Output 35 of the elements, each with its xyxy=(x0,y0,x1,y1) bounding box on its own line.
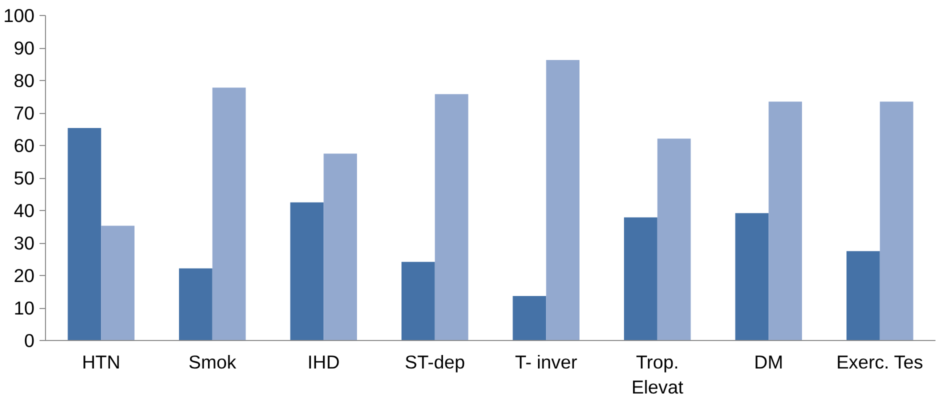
bar xyxy=(101,226,134,340)
x-tick-label: DM xyxy=(754,352,784,372)
x-tick-label: Trop. Elevat xyxy=(631,352,684,398)
bar xyxy=(880,102,914,340)
bar xyxy=(324,154,357,340)
bar xyxy=(212,88,246,340)
y-tick-label: 80 xyxy=(14,70,35,91)
bar xyxy=(290,202,324,340)
x-tick-label: ST-dep xyxy=(404,352,465,372)
y-tick-label: 60 xyxy=(14,135,35,156)
bar xyxy=(68,128,102,340)
y-tick-label: 30 xyxy=(14,232,35,254)
y-tick-label: 90 xyxy=(14,38,35,58)
bar xyxy=(846,251,880,340)
bar xyxy=(624,217,658,340)
x-tick-label: Exerc. Tes xyxy=(836,352,924,372)
bar xyxy=(768,102,802,340)
x-tick-label: Smok xyxy=(188,352,237,372)
y-tick-label: 10 xyxy=(14,298,35,318)
y-tick-label: 40 xyxy=(14,200,35,221)
y-tick-label: 0 xyxy=(24,330,35,351)
y-tick-label: 100 xyxy=(3,5,35,26)
y-tick-label: 50 xyxy=(14,168,35,188)
x-tick-label: IHD xyxy=(308,352,340,372)
bar xyxy=(402,262,435,340)
bar xyxy=(512,296,546,340)
bar xyxy=(735,213,769,340)
bar xyxy=(434,94,468,340)
bar xyxy=(546,60,580,340)
y-tick-label: 70 xyxy=(14,102,35,124)
x-tick-label: T- inver xyxy=(515,352,578,372)
x-tick-label: HTN xyxy=(82,352,120,372)
bar xyxy=(179,268,212,340)
bar xyxy=(657,138,691,340)
y-tick-label: 20 xyxy=(14,265,35,286)
